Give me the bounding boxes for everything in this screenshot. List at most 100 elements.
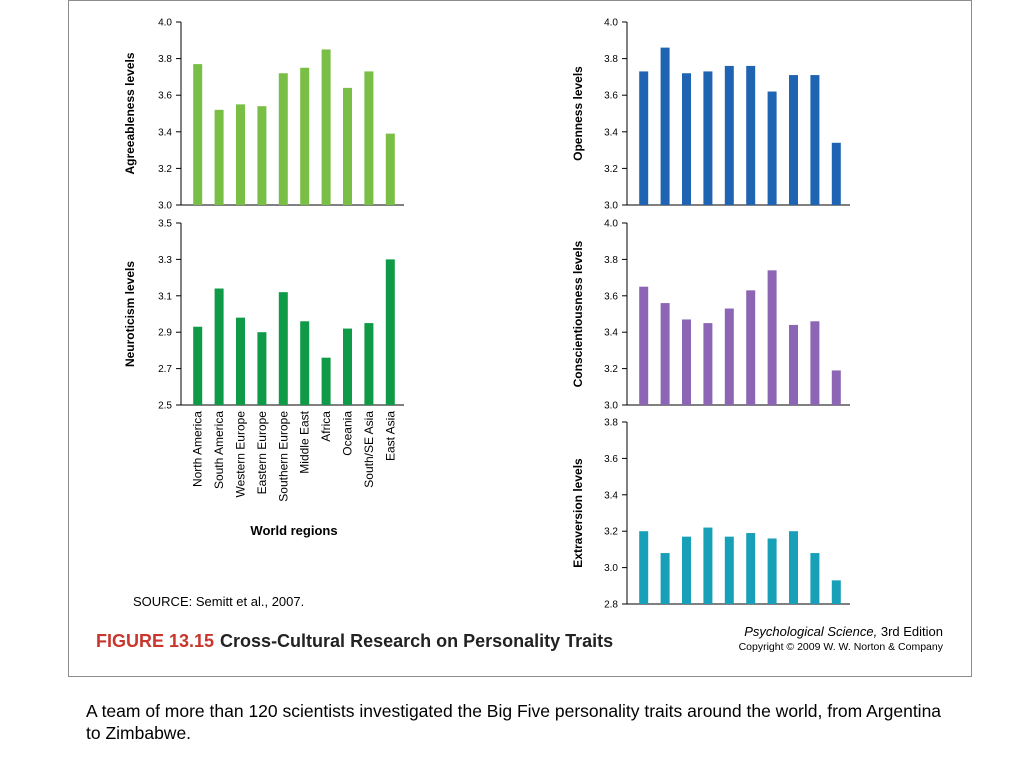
bar [767, 270, 777, 405]
y-tick-label: 3.1 [158, 291, 172, 302]
bar [789, 324, 798, 405]
bar [746, 533, 756, 604]
bar [639, 531, 649, 604]
figure-number: FIGURE 13.15 [96, 631, 214, 651]
y-tick-label: 3.5 [158, 219, 172, 230]
bar [385, 259, 395, 405]
figure-heading: FIGURE 13.15 Cross-Cultural Research on P… [96, 631, 613, 651]
bar [321, 49, 331, 206]
y-axis-label: Openness levels [571, 66, 585, 161]
category-label: East Asia [383, 411, 397, 461]
bar [193, 64, 203, 205]
y-tick-label: 4.0 [604, 18, 618, 29]
bar [660, 303, 670, 405]
y-tick-label: 3.2 [158, 164, 172, 175]
bar [831, 142, 841, 205]
bar [257, 106, 267, 205]
y-tick-label: 3.8 [604, 418, 618, 429]
bar [810, 75, 820, 205]
bar [746, 65, 756, 205]
y-tick-label: 3.2 [604, 527, 618, 538]
bar [278, 292, 288, 405]
bar [639, 286, 649, 405]
category-label: Eastern Europe [255, 411, 269, 495]
book-edition: 3rd Edition [877, 624, 943, 639]
bar [343, 87, 352, 205]
bar [300, 321, 310, 405]
category-label: Oceania [341, 411, 355, 456]
y-tick-label: 3.0 [604, 401, 618, 412]
y-tick-label: 3.6 [604, 454, 618, 465]
y-tick-label: 3.6 [604, 291, 618, 302]
y-tick-label: 3.3 [158, 255, 172, 266]
bar [703, 527, 713, 604]
y-tick-label: 4.0 [604, 219, 618, 230]
bar [682, 73, 691, 206]
figure-title: Cross-Cultural Research on Personality T… [220, 631, 613, 651]
bar [193, 326, 203, 405]
bar [639, 71, 649, 205]
y-tick-label: 2.8 [604, 600, 618, 611]
book-credit: Psychological Science, 3rd Edition [744, 624, 943, 639]
y-tick-label: 2.9 [158, 328, 172, 339]
bar [343, 328, 352, 405]
y-tick-label: 3.4 [604, 490, 618, 501]
bar [321, 357, 331, 405]
source-note: SOURCE: Semitt et al., 2007. [133, 594, 304, 609]
bar [810, 321, 820, 405]
bar [831, 370, 841, 405]
bar [278, 73, 288, 206]
y-tick-label: 3.0 [604, 563, 618, 574]
bar [364, 323, 374, 405]
y-tick-label: 4.0 [158, 18, 172, 29]
chart-panel-4: 3.0 3.2 3.4 3.6 3.8 4.0 Conscientiousness leve… [571, 219, 850, 412]
chart-panel-3: 3.0 3.2 3.4 3.6 3.8 4.0 Openness levels [571, 18, 850, 212]
y-tick-label: 3.6 [158, 91, 172, 102]
bar [789, 75, 798, 205]
y-tick-label: 3.8 [158, 54, 172, 65]
bar [300, 67, 310, 205]
y-axis-label: Extraversion levels [571, 458, 585, 568]
category-label: Southern Europe [276, 411, 290, 502]
bar [682, 536, 691, 604]
y-tick-label: 3.4 [604, 127, 618, 138]
bar [724, 65, 734, 205]
bar [724, 308, 734, 405]
category-label: Middle East [298, 410, 312, 473]
bar [236, 104, 245, 205]
chart-panel-1: 3.0 3.2 3.4 3.6 3.8 4.0 Agreeableness levels [123, 18, 404, 212]
bar [682, 319, 691, 405]
bar [746, 290, 756, 405]
category-label: South America [212, 411, 226, 489]
category-label: South/SE Asia [362, 411, 376, 488]
y-tick-label: 2.5 [158, 401, 172, 412]
y-tick-label: 3.6 [604, 91, 618, 102]
bar [660, 553, 670, 604]
copyright-notice: Copyright © 2009 W. W. Norton & Company [739, 641, 944, 653]
bar [660, 47, 670, 206]
bar [810, 553, 820, 604]
y-tick-label: 3.2 [604, 164, 618, 175]
bar [767, 538, 777, 604]
chart-panel-5: 2.8 3.0 3.2 3.4 3.6 3.8 Extraversion levels [571, 418, 850, 611]
y-tick-label: 3.0 [158, 201, 172, 212]
bar [831, 580, 841, 604]
category-label: Western Europe [234, 411, 248, 498]
bar [214, 109, 224, 205]
bar [703, 323, 713, 405]
charts-group: 3.0 3.2 3.4 3.6 3.8 4.0 Agreeableness levels 2.… [123, 18, 850, 611]
bar [724, 536, 734, 604]
figure-canvas: 3.0 3.2 3.4 3.6 3.8 4.0 Agreeableness levels 2.… [96, 18, 944, 654]
slide-caption: A team of more than 120 scientists inves… [86, 701, 942, 743]
y-tick-label: 3.0 [604, 201, 618, 212]
category-label: North America [191, 411, 205, 487]
bar [703, 71, 713, 205]
y-tick-label: 3.2 [604, 364, 618, 375]
bar [789, 531, 798, 604]
bar [236, 317, 245, 405]
y-tick-label: 2.7 [158, 364, 172, 375]
y-axis-label: Conscientiousness levels [571, 240, 585, 387]
book-title: Psychological Science, [744, 624, 877, 639]
y-tick-label: 3.8 [604, 54, 618, 65]
y-axis-label: Agreeableness levels [123, 52, 137, 174]
